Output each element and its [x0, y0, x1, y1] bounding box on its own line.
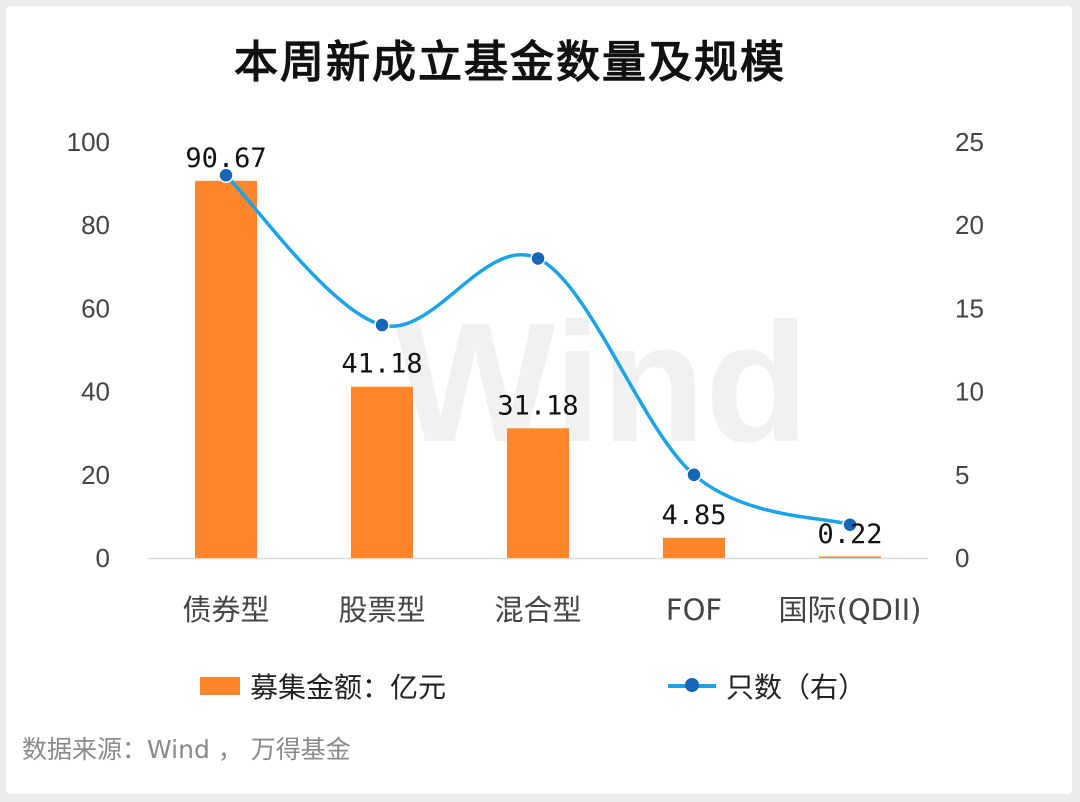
bar-value-label: 31.18: [497, 390, 578, 421]
count-point: [218, 167, 234, 184]
bar: [507, 428, 569, 558]
bar: [195, 180, 257, 558]
x-category-label: 债券型: [182, 593, 269, 627]
legend-line-label: 只数（右）: [726, 671, 867, 704]
legend-bar-entry: 募集金额：亿元: [200, 664, 446, 708]
bar-value-label: 0.22: [817, 519, 882, 550]
chart-card: [6, 6, 1072, 794]
y-left-tick-label: 80: [81, 210, 110, 240]
x-category-label: 股票型: [338, 593, 425, 627]
x-category-label: 混合型: [494, 593, 581, 627]
legend-bar-label: 募集金额：亿元: [250, 671, 447, 704]
legend-line-swatch: [668, 678, 716, 692]
count-point: [686, 467, 702, 483]
bar: [663, 537, 725, 558]
legend-line-entry: 只数（右）: [668, 664, 866, 708]
legend-bar-swatch: [200, 677, 240, 695]
chart-title: 本周新成立基金数量及规模: [234, 37, 786, 88]
bar-value-label: 41.18: [341, 349, 422, 380]
bar-value-label: 4.85: [661, 500, 726, 531]
y-right-tick-label: 0: [955, 543, 969, 573]
count-point: [530, 250, 546, 267]
data-source-note: 数据来源：Wind ， 万得基金: [22, 735, 351, 764]
y-right-tick-label: 5: [955, 460, 969, 490]
count-point: [374, 317, 390, 333]
x-category-label: 国际(QDII): [779, 593, 922, 627]
y-left-tick-label: 0: [96, 543, 110, 573]
x-category-label: FOF: [666, 593, 722, 627]
y-left-tick-label: 40: [81, 377, 110, 407]
y-left-tick-label: 60: [81, 293, 110, 323]
bar: [819, 556, 881, 558]
y-right-tick-label: 15: [955, 293, 984, 323]
bar-value-label: 90.67: [185, 143, 266, 174]
y-right-tick-label: 25: [955, 127, 984, 157]
y-left-tick-label: 20: [81, 460, 110, 490]
watermark: Wind: [395, 288, 809, 478]
y-right-tick-label: 20: [955, 210, 984, 240]
y-right-tick-label: 10: [955, 377, 984, 407]
y-left-tick-label: 100: [67, 127, 110, 157]
bar: [351, 386, 413, 558]
count-point: [842, 516, 858, 533]
